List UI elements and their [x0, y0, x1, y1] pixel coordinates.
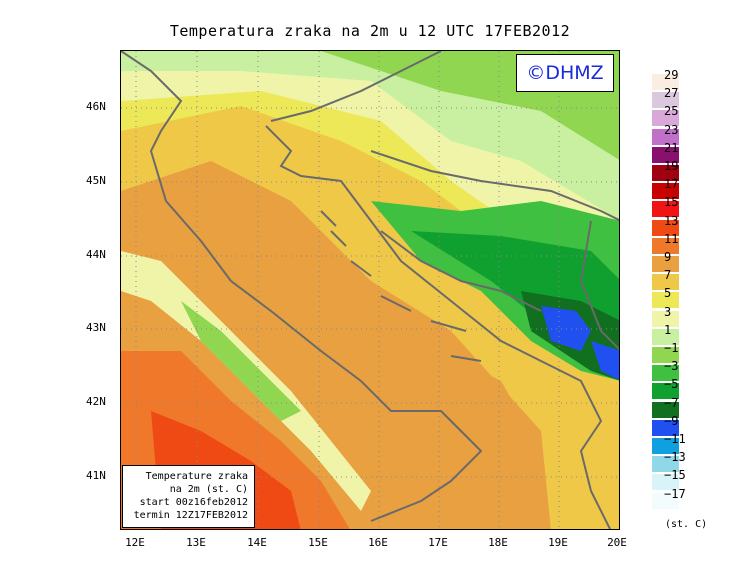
legend-swatch [652, 183, 679, 200]
lon-tick: 14E [247, 536, 267, 549]
zone-neg3-neg1 [121, 51, 619, 160]
info-line-2: na 2m (st. C) [169, 484, 248, 495]
legend-label: 11 [664, 231, 679, 246]
legend-swatch [652, 165, 679, 181]
legend-swatch [652, 419, 679, 436]
legend-label: −1 [664, 341, 679, 355]
balkan-coast [265, 125, 612, 529]
dhmz-logo: ©DHMZ [516, 54, 614, 92]
legend-label: 19 [664, 159, 679, 173]
lon-tick: 12E [125, 536, 145, 549]
legend-swatch [652, 365, 679, 382]
zone-blue-2 [591, 341, 619, 380]
lon-tick: 20E [607, 536, 627, 549]
legend-swatch [652, 383, 679, 400]
legend-swatch [652, 347, 679, 363]
map-title: Temperatura zraka na 2m u 12 UTC 17FEB20… [169, 22, 571, 40]
legend-unit: (st. C) [665, 519, 708, 530]
legend-label: −7 [664, 395, 679, 410]
legend-label: −17 [664, 486, 686, 501]
islands [320, 210, 482, 362]
legend-label: −3 [664, 359, 679, 374]
lon-tick: 19E [548, 536, 568, 549]
lat-tick: 44N [86, 248, 106, 261]
legend-label: 23 [664, 122, 679, 137]
info-line-3: start 00z16feb2012 [139, 497, 248, 508]
legend-label: 29 [664, 68, 679, 82]
lon-tick: 13E [186, 536, 206, 549]
lat-tick: 42N [86, 395, 106, 408]
legend-swatch [652, 201, 679, 218]
legend-label: 15 [664, 195, 679, 210]
legend-label: 21 [664, 140, 679, 155]
legend-swatch [652, 110, 679, 127]
legend-swatch [652, 456, 679, 473]
legend-swatch [652, 474, 679, 491]
legend-label: −13 [664, 450, 686, 465]
legend-swatch [652, 74, 679, 90]
legend-label: 27 [664, 86, 679, 101]
lat-tick: 46N [86, 100, 106, 113]
lon-tick: 17E [428, 536, 448, 549]
legend-swatch [652, 256, 679, 272]
italy-coast [121, 51, 483, 522]
legend-swatch [652, 401, 679, 418]
legend-swatch [652, 310, 679, 327]
temperature-map [120, 50, 620, 530]
legend-label: 1 [664, 322, 672, 337]
lon-tick: 18E [488, 536, 508, 549]
lat-tick: 43N [86, 321, 106, 334]
legend-swatch [652, 438, 679, 454]
legend-label: 13 [664, 213, 679, 228]
lat-tick: 45N [86, 174, 106, 187]
legend-label: 5 [664, 286, 672, 301]
legend-swatch [652, 492, 679, 509]
lat-tick: 41N [86, 469, 106, 482]
legend-swatch [652, 219, 679, 236]
bosnia-border [380, 220, 619, 351]
legend-label: 25 [664, 104, 679, 119]
zone-ridge-cold [181, 301, 301, 421]
legend-swatch [652, 146, 679, 163]
legend-label: −11 [664, 432, 686, 446]
legend-label: −5 [664, 377, 679, 392]
legend-swatch [652, 274, 679, 291]
lon-tick: 15E [308, 536, 328, 549]
legend-swatch [652, 328, 679, 345]
legend-label: 17 [664, 177, 679, 192]
info-line-1: Temperature zraka [145, 471, 248, 482]
info-line-4: termin 12Z17FEB2012 [133, 510, 248, 521]
info-box: Temperature zraka na 2m (st. C) start 00… [122, 465, 255, 528]
legend-label: −9 [664, 413, 679, 428]
lon-tick: 16E [368, 536, 388, 549]
legend-label: 3 [664, 304, 672, 319]
croatia-border [270, 51, 619, 222]
legend-swatch [652, 92, 679, 109]
zone-adriatic [181, 171, 541, 521]
legend-label: 7 [664, 268, 672, 283]
legend-label: −15 [664, 468, 686, 483]
legend-swatch [652, 237, 679, 254]
legend-swatch [652, 128, 679, 145]
legend-label: 9 [664, 250, 672, 264]
legend-swatch [652, 292, 679, 309]
